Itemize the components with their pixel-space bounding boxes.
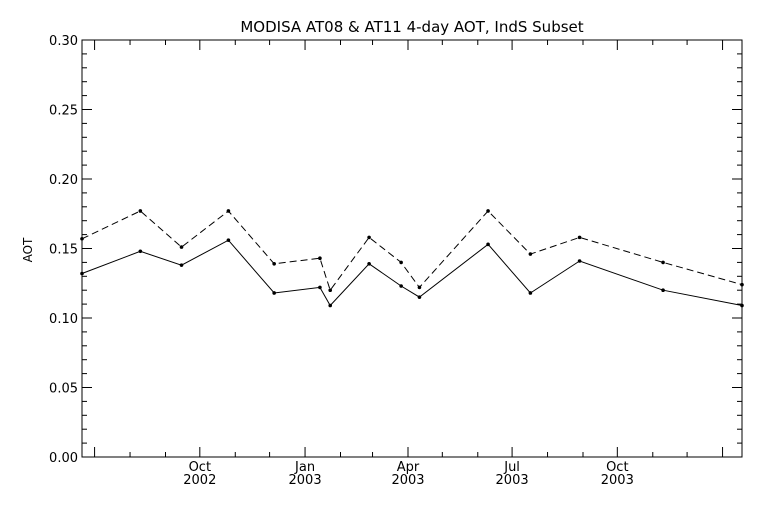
- x-tick-label-year: 2003: [496, 473, 529, 488]
- x-tick-label-year: 2003: [391, 473, 424, 488]
- y-axis-ticks: 0.00 0.05 0.10 0.15 0.20 0.25 0.30: [49, 34, 742, 466]
- data-point: [740, 282, 744, 287]
- data-point: [226, 209, 231, 213]
- data-point: [138, 209, 143, 213]
- data-point: [138, 249, 143, 254]
- data-point: [740, 303, 744, 308]
- data-point: [661, 260, 665, 265]
- x-tick-label-month: Oct: [189, 460, 211, 475]
- data-point: [528, 291, 533, 295]
- data-point: [80, 271, 84, 276]
- data-point: [272, 291, 276, 295]
- data-point: [328, 303, 333, 308]
- x-tick-label-month: Oct: [606, 460, 628, 475]
- data-point: [417, 285, 422, 290]
- data-point: [486, 209, 490, 213]
- data-point: [226, 238, 231, 242]
- data-point: [179, 263, 184, 267]
- y-tick-label: 0.20: [49, 173, 78, 188]
- x-tick-label-month: Apr: [397, 460, 420, 475]
- y-tick-label: 0.00: [49, 451, 78, 466]
- data-point: [272, 261, 276, 266]
- y-tick-label: 0.05: [49, 382, 78, 397]
- data-point: [528, 252, 533, 256]
- data-point: [367, 261, 371, 266]
- y-axis-label: AOT: [21, 237, 35, 262]
- data-point: [367, 235, 371, 240]
- series-line-1: [81, 239, 743, 307]
- data-point: [417, 295, 422, 299]
- y-tick-label: 0.10: [49, 312, 78, 327]
- data-point: [318, 285, 322, 290]
- data-point: [661, 288, 665, 293]
- series-group: [80, 209, 744, 308]
- y-tick-label: 0.15: [49, 243, 78, 258]
- x-tick-label-month: Jul: [503, 460, 520, 475]
- data-point: [577, 259, 582, 263]
- chart-title: MODISA AT08 & AT11 4-day AOT, IndS Subse…: [240, 18, 583, 36]
- x-tick-label-year: 2003: [289, 473, 322, 488]
- data-point: [399, 284, 403, 288]
- x-tick-label-year: 2002: [183, 473, 216, 488]
- x-tick-label-year: 2003: [601, 473, 634, 488]
- y-tick-label: 0.30: [49, 34, 78, 49]
- series-line-2: [81, 210, 743, 292]
- y-tick-label: 0.25: [49, 104, 78, 119]
- data-point: [486, 242, 490, 247]
- data-point: [399, 260, 403, 265]
- data-point: [80, 236, 84, 241]
- data-point: [577, 235, 582, 240]
- data-point: [328, 288, 333, 293]
- data-point: [179, 245, 184, 249]
- data-point: [318, 256, 322, 261]
- x-tick-label-month: Jan: [294, 460, 315, 475]
